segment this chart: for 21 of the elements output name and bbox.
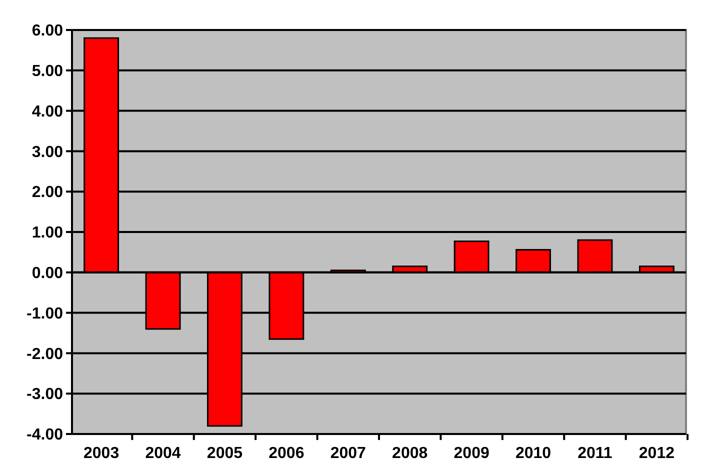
x-tick-label: 2012 [638, 445, 675, 462]
x-tick-label: 2008 [392, 445, 428, 462]
x-tick-label: 2004 [145, 445, 181, 462]
y-tick-label: 2.00 [32, 184, 64, 202]
y-tick-label: -4.00 [26, 426, 64, 444]
x-tick-label: 2009 [454, 445, 490, 462]
y-tick-label: -2.00 [26, 346, 64, 363]
x-tick-label: 2005 [206, 445, 243, 462]
y-tick-label: 6.00 [32, 22, 64, 40]
x-tick-label: 2007 [330, 445, 366, 462]
y-tick-label: -3.00 [26, 386, 64, 404]
y-tick-label: 5.00 [32, 63, 64, 80]
y-tick-label: 0.00 [32, 265, 64, 282]
y-tick-label: 4.00 [32, 103, 64, 120]
x-tick-label: 2011 [578, 445, 612, 462]
y-tick-label: 3.00 [32, 144, 64, 161]
y-tick-label: 1.00 [32, 224, 64, 242]
x-tick-label: 2010 [515, 445, 552, 462]
x-tick-label: 2006 [268, 445, 304, 462]
x-tick-label: 2003 [84, 445, 120, 462]
y-tick-label: -1.00 [26, 305, 64, 322]
